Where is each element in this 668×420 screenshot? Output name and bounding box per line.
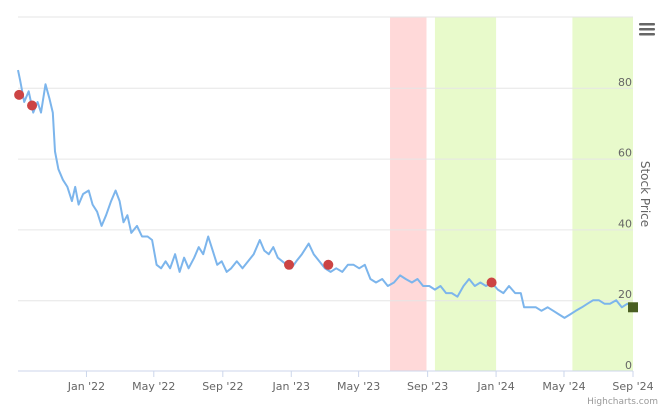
x-axis-ticks: Jan '22 May '22 Sep '22 Jan '23 May '23 Sep '… <box>67 371 654 393</box>
event-marker-1[interactable] <box>14 89 25 100</box>
hamburger-menu-icon[interactable] <box>636 18 658 40</box>
event-marker-5[interactable] <box>486 277 497 288</box>
grid-lines <box>18 16 633 302</box>
y-tick-label-0: 0 <box>625 359 632 372</box>
y-axis-ticks: 0 20 40 60 80 <box>618 76 632 372</box>
x-tick-label-8: May '24 <box>542 380 585 393</box>
x-tick-label-3: Sep '22 <box>202 380 243 393</box>
x-tick-label-9: Sep '24 <box>612 380 653 393</box>
price-series <box>17 69 634 319</box>
x-tick-label-4: Jan '23 <box>272 380 310 393</box>
y-tick-label-60: 60 <box>618 147 632 160</box>
menu-bar-bottom <box>639 33 655 36</box>
x-tick-label-2: May '22 <box>132 380 175 393</box>
current-price-marker[interactable] <box>628 302 638 313</box>
menu-bar-middle <box>639 28 655 31</box>
x-tick-label-6: Sep '23 <box>407 380 448 393</box>
y-tick-label-80: 80 <box>618 76 632 89</box>
price-line-1 <box>17 69 634 319</box>
y-tick-label-40: 40 <box>618 217 632 230</box>
event-marker-2[interactable] <box>27 100 38 111</box>
event-markers <box>14 89 638 313</box>
event-marker-3[interactable] <box>284 259 295 270</box>
highlight-bands <box>390 17 633 371</box>
highlight-band-1 <box>390 17 427 371</box>
menu-bar-top <box>639 23 655 26</box>
x-tick-label-7: Jan '24 <box>476 380 514 393</box>
x-tick-label-5: May '23 <box>337 380 380 393</box>
x-tick-label-1: Jan '22 <box>67 380 105 393</box>
highlight-band-3 <box>572 17 633 371</box>
event-marker-4[interactable] <box>323 259 334 270</box>
highlight-band-2 <box>434 17 497 371</box>
credits-link[interactable]: Highcharts.com <box>587 397 658 407</box>
y-axis-title: Stock Price <box>638 161 652 227</box>
y-tick-label-20: 20 <box>618 288 632 301</box>
